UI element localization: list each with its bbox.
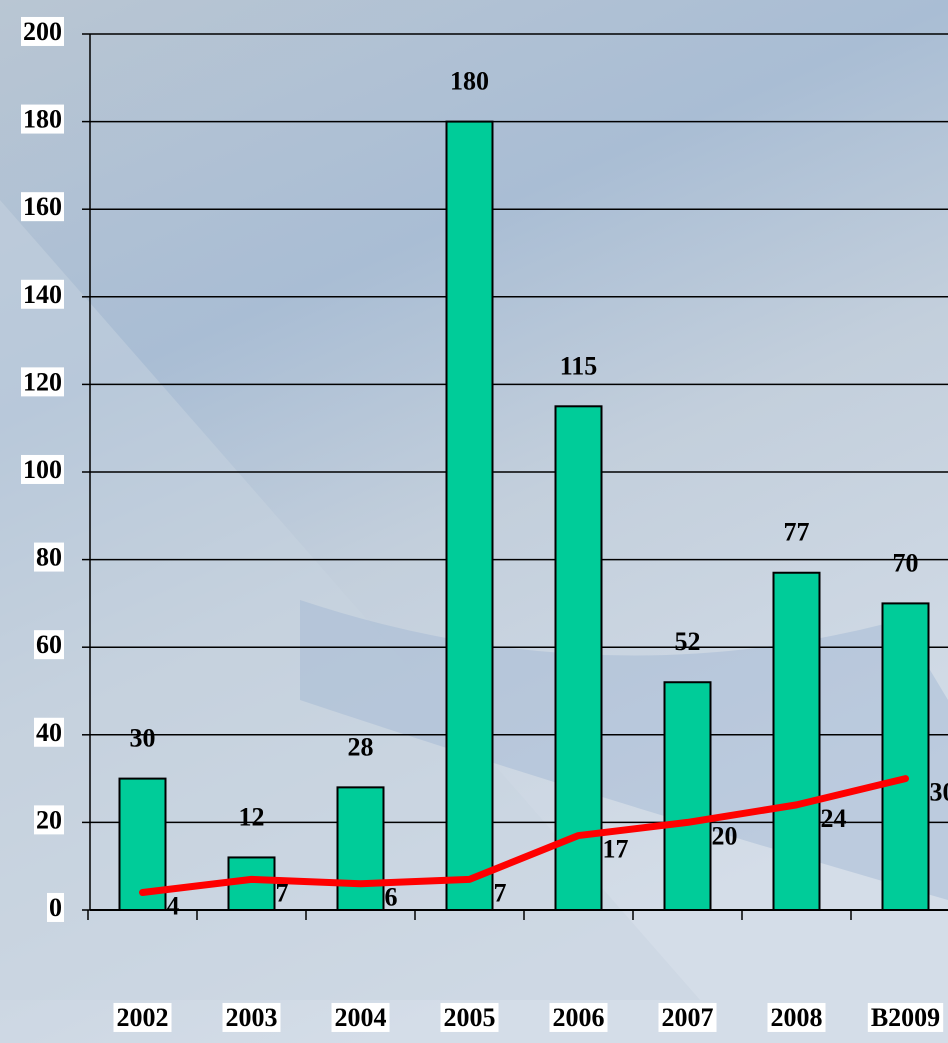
x-tick-label: 2007 — [662, 1003, 714, 1032]
y-tick-label-bg — [21, 367, 64, 397]
y-tick-label: 0 — [49, 893, 62, 922]
line-value-label: 6 — [385, 883, 398, 912]
line — [139, 775, 909, 896]
bar — [336, 786, 385, 911]
bar-value-label: 52 — [675, 627, 701, 656]
y-tick-label: 80 — [36, 543, 62, 572]
bar-value-label: 70 — [893, 548, 919, 577]
x-tick-label-bg — [658, 1002, 717, 1032]
y-tick-label-bg — [21, 16, 64, 46]
line-value-label: 17 — [603, 835, 629, 864]
bar-value-label: 30 — [130, 724, 156, 753]
bar — [881, 602, 930, 912]
y-tick-label: 20 — [36, 805, 62, 834]
y-tick-label: 60 — [36, 630, 62, 659]
y-tick-label: 180 — [23, 105, 62, 134]
y-tick-label: 160 — [23, 192, 62, 221]
line-value-label: 7 — [276, 878, 289, 907]
x-tick-label-bg — [867, 1002, 944, 1032]
x-tick-label: 2006 — [553, 1003, 605, 1032]
bar — [554, 405, 603, 911]
x-tick-label: B2009 — [871, 1003, 940, 1032]
x-tick-label: 2002 — [117, 1003, 169, 1032]
x-tick-label-bg — [440, 1002, 499, 1032]
x-tick-label: 2004 — [335, 1003, 387, 1032]
x-tick-label: 2008 — [771, 1003, 823, 1032]
bar-value-label: 28 — [348, 732, 374, 761]
y-tick-label-bg — [34, 630, 64, 660]
y-tick-label: 100 — [23, 455, 62, 484]
bar — [772, 571, 821, 911]
y-tick-label-bg — [47, 892, 64, 922]
line-value-label: 30 — [930, 778, 948, 807]
bar-value-label: 180 — [450, 67, 489, 96]
bar-value-label: 77 — [784, 518, 810, 547]
line-value-label: 7 — [494, 878, 507, 907]
line-value-label: 24 — [821, 804, 847, 833]
bar-value-label: 115 — [560, 351, 598, 380]
x-tick-label-bg — [113, 1002, 172, 1032]
bar — [663, 681, 712, 911]
y-tick-label: 120 — [23, 367, 62, 396]
y-tick-label-bg — [21, 279, 64, 309]
x-tick-label-bg — [549, 1002, 608, 1032]
y-tick-label-bg — [21, 454, 64, 484]
y-tick-label: 140 — [23, 280, 62, 309]
y-tick-label-bg — [34, 805, 64, 835]
x-tick-label-bg — [222, 1002, 281, 1032]
y-tick-label-bg — [34, 717, 64, 747]
line-value-label: 20 — [712, 821, 738, 850]
y-tick-label: 40 — [36, 718, 62, 747]
bar-value-label: 12 — [239, 802, 265, 831]
y-tick-label-bg — [34, 542, 64, 572]
y-tick-label: 200 — [23, 17, 62, 46]
x-tick-label-bg — [767, 1002, 826, 1032]
y-tick-label-bg — [21, 192, 64, 222]
bar — [445, 120, 494, 912]
x-tick-label-bg — [331, 1002, 390, 1032]
x-tick-label: 2003 — [226, 1003, 278, 1032]
y-tick-label-bg — [21, 104, 64, 134]
line-value-label: 4 — [167, 891, 180, 920]
background-shape — [0, 200, 700, 1000]
x-tick-label: 2005 — [444, 1003, 496, 1032]
